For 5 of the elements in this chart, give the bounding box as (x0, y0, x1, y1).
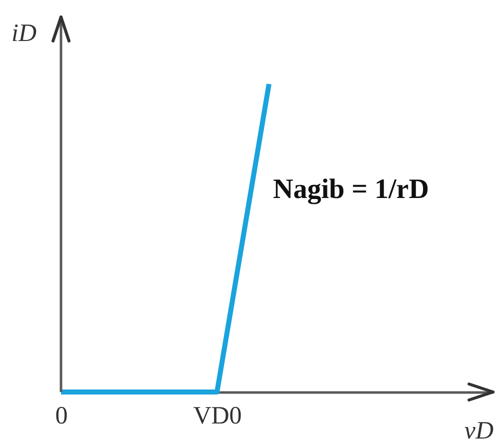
y-axis-title: iD (12, 20, 36, 47)
annotation: Nagib = 1/rD (273, 174, 429, 205)
x-tick-label: VD0 (193, 402, 242, 430)
x-tick-label: 0 (55, 402, 68, 430)
x-axis-title: vD (464, 418, 494, 444)
